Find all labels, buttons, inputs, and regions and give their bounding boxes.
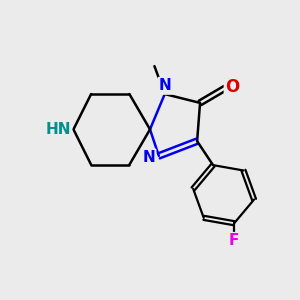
Text: N: N — [159, 78, 172, 93]
Text: F: F — [229, 233, 239, 248]
Text: N: N — [142, 150, 155, 165]
Text: HN: HN — [45, 122, 71, 137]
Text: O: O — [225, 78, 240, 96]
